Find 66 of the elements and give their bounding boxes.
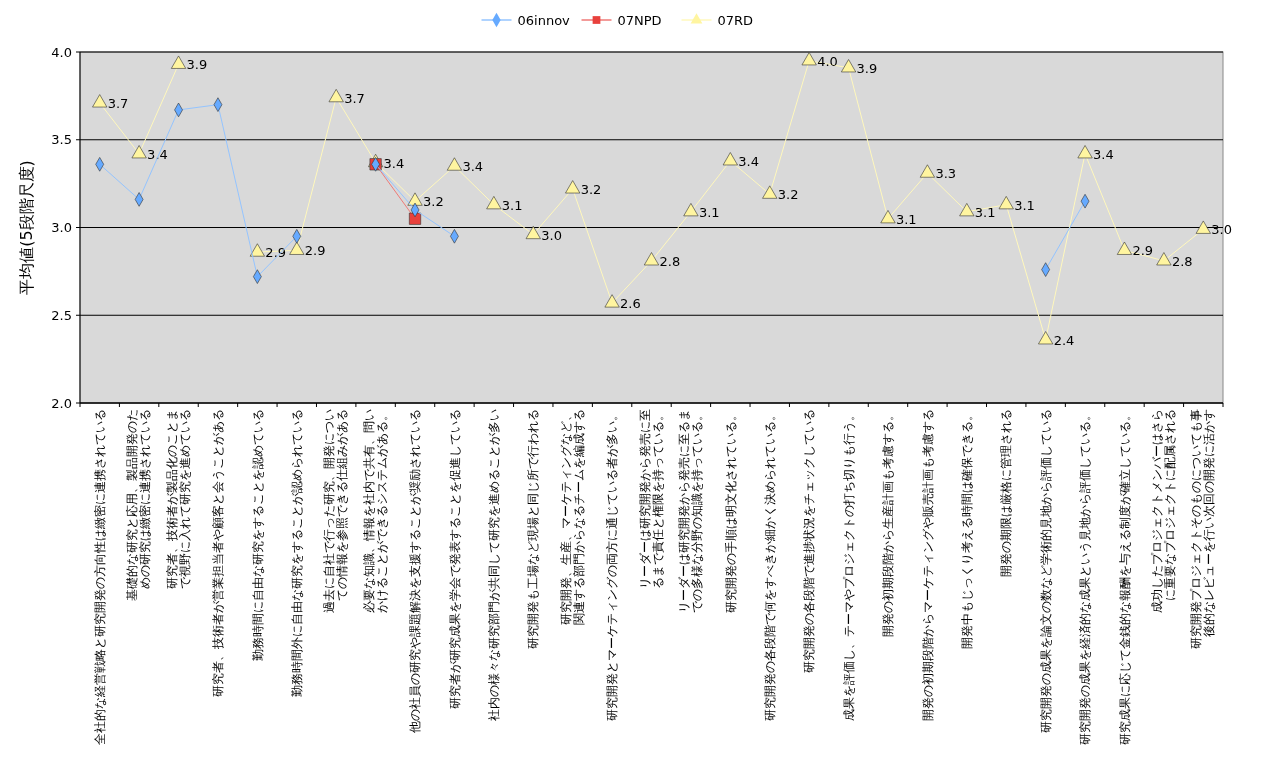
x-tick-label: 開発の初期段階から生産計画も考慮する。 [881,409,896,637]
x-tick-label: 研究開発の成果を経済的な成果という見地から評価している。 [1078,409,1093,745]
x-tick-label: 過去に自社で行った研究、開発についての情報を参照できる仕組みがある [322,409,350,613]
x-tick-label: 他の社員の研究や課題解決を支援することが奨励されている [408,409,423,733]
data-label: 4.0 [817,53,838,69]
data-label: 3.1 [501,197,523,213]
x-tick-label: 研究開発の手順は明文化されている。 [723,409,738,613]
data-label: 3.2 [777,187,799,203]
legend-label: 06innov [517,12,571,28]
x-tick-label: 必要な知識、情報を社内で共有、問いかけることができるシステムがある。 [361,409,389,613]
data-label: 3.9 [856,60,878,76]
data-label: 3.4 [1093,146,1114,162]
data-label: 3.1 [974,204,996,220]
y-axis-title: 平均値(5段階尺度) [17,160,36,295]
x-tick-label: 開発中もじっくり考える時間は確保できる。 [960,409,975,649]
data-label: 3.9 [186,57,208,73]
data-label: 3.1 [895,211,917,227]
data-label: 3.4 [147,146,168,162]
data-label: 2.9 [265,245,287,261]
x-tick-label: 研究者が研究成果を学会で発表することを促進している [447,409,462,709]
x-tick-label: 成果を評価し、テーマやプロジェクトの打ち切りも行う。 [841,409,856,721]
legend-label: 07RD [717,12,754,28]
data-label: 2.6 [620,295,641,311]
data-label: 3.4 [462,159,484,175]
y-tick-label: 3.5 [51,132,72,148]
x-tick-label: 研究者、技術者が営業担当者や顧客と会うことがある [211,409,226,697]
data-label: 3.7 [107,95,129,111]
data-label: 2.9 [1132,243,1154,259]
data-label: 3.1 [698,204,720,220]
data-label: 3.7 [344,90,365,106]
y-tick-label: 3.0 [51,220,72,236]
data-label: 3.3 [935,166,957,182]
x-tick-label: リーダーは研究開発から発売に至るまでの多様な分野の知識を持っている。 [676,409,705,613]
y-tick-label: 2.0 [51,395,72,411]
x-tick-label: 研究開発プロジェクトそのものについても事後的なレビューを行い次回の開発に活かす [1189,409,1217,649]
x-tick-label: 研究開発も工場など現場と同じ所で行われる [526,409,541,649]
x-tick-label: 勤務時間に自由な研究をすることを認めている [250,409,265,661]
x-tick-label: 全社的な経営戦略と研究開発の方向性は緻密に連携されている [92,409,107,745]
data-label: 2.4 [1053,332,1075,348]
x-tick-label: 基礎的な研究と応用、製品開発のための研究は緻密に連携されている [125,409,153,601]
data-label: 2.8 [1171,253,1193,269]
data-label: 3.1 [1014,197,1035,213]
x-tick-label: 開発の期限は厳格に管理される [999,409,1014,577]
data-label: 3.4 [738,153,760,169]
data-label: 3.2 [580,181,602,197]
data-label: 3.0 [1211,222,1232,238]
x-tick-label: 研究開発、生産、マーケティングなど、関連する部門からなるチームを編成する [558,409,586,625]
x-tick-label: 研究開発とマーケティングの両方に通じている者が多い。 [605,409,620,721]
x-tick-label: 開発の初期段階からマーケティングや販売計画も考慮する [920,409,935,721]
data-label: 3.4 [383,155,405,171]
x-tick-label: 研究開発の各段階で進捗状況をチェックしている [802,409,817,673]
x-tick-label: 勤務時間外に自由な研究をすることが認められている [289,409,304,697]
data-label: 2.8 [659,253,681,269]
x-tick-label: 成功したプロジェクトメンバーはさらに重要なプロジェクトに配属される [1149,409,1178,613]
y-tick-label: 4.0 [51,44,72,60]
data-label: 2.9 [304,243,326,259]
x-tick-label: 研究開発の各段階で何をすべきか細かく決められている。 [762,409,777,721]
x-tick-label: 研究開発の成果を論文の数など学術的見地から評価している [1038,409,1053,733]
legend-label: 07NPD [617,12,662,28]
x-tick-label: 研究成果に応じて金銭的な報酬を与える制度が確立している。 [1117,409,1132,745]
data-label: 3.0 [541,227,562,243]
data-label: 3.2 [423,194,444,210]
x-tick-label: リーダーは研究開発から発売に至るまで責任と権限を持っている。 [637,409,665,589]
x-tick-label: 社内の様々な研究部門が共同して研究を進めることが多い [487,409,502,721]
y-tick-label: 2.5 [51,307,72,323]
x-tick-label: 研究者、技術者が製品化のことまで視野に入れて研究を進めている [164,409,192,589]
